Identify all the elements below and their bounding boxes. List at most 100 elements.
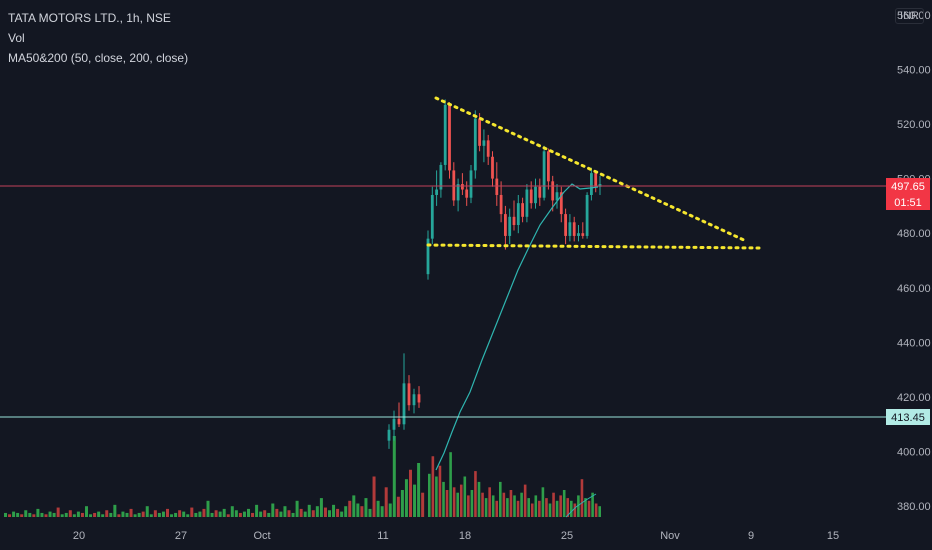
candle-body [387, 429, 391, 441]
volume-bar [263, 510, 267, 517]
candle-body [407, 383, 411, 406]
candle-body [521, 203, 524, 217]
volume-bar [368, 508, 372, 517]
candle-body [469, 170, 473, 198]
candle-body [439, 164, 443, 190]
candle-body [412, 394, 416, 406]
volume-bar [513, 495, 516, 517]
volume-bar [428, 473, 431, 517]
volume-bar [89, 514, 93, 517]
volume-bar [384, 487, 388, 517]
volume-bar [392, 436, 396, 517]
volume-bar [573, 503, 577, 517]
volume-bar [60, 514, 64, 517]
volume-bar [372, 476, 376, 517]
volume-bar [178, 510, 182, 517]
volume-bar [481, 492, 484, 517]
volume-bar [242, 511, 246, 517]
symbol-title[interactable]: TATA MOTORS LTD., 1h, NSE [8, 11, 171, 25]
candle-body [435, 189, 438, 195]
volume-bar [400, 490, 404, 517]
candle-body [499, 194, 503, 215]
volume-bar [76, 511, 80, 517]
volume-bar [438, 465, 442, 517]
candle-body [478, 118, 481, 146]
volume-bar [182, 511, 186, 517]
volume-bar [523, 484, 527, 517]
volume-bar [186, 514, 190, 517]
volume-bar [538, 500, 541, 517]
volume-bar [299, 508, 303, 517]
volume-bar [417, 463, 421, 517]
volume-bar [28, 512, 32, 517]
volume-bar [509, 490, 513, 517]
candle-body [465, 189, 469, 198]
candle-body [402, 383, 406, 425]
volume-bar [340, 511, 344, 517]
candle-body [594, 173, 598, 187]
volume-bar [484, 498, 488, 517]
x-tick-label: Nov [660, 530, 680, 542]
volume-bar [206, 500, 210, 517]
x-tick-label: 27 [175, 530, 187, 542]
candle-body [551, 181, 555, 201]
volume-bar [214, 510, 218, 517]
volume-bar [64, 512, 68, 517]
y-tick-label: 480.00 [897, 228, 931, 240]
volume-bar [452, 487, 456, 517]
volume-bar [303, 511, 307, 517]
volume-bar [598, 506, 601, 517]
currency-button[interactable]: INR [895, 8, 924, 24]
volume-bar [40, 512, 44, 517]
candle-body [448, 104, 451, 171]
candle-body [598, 184, 602, 187]
candle-body [559, 192, 563, 215]
volume-bar [24, 510, 28, 517]
volume-bar [435, 476, 438, 517]
volume-bar [218, 511, 222, 517]
volume-bar [153, 510, 157, 517]
volume-bar [190, 507, 194, 517]
volume-bar [170, 514, 174, 517]
volume-bar [283, 506, 287, 517]
volume-bars [4, 436, 601, 517]
y-tick-label: 540.00 [897, 64, 931, 76]
volume-bar [463, 476, 467, 517]
volume-bar [36, 508, 40, 517]
volume-bar [117, 514, 121, 517]
volume-bar [566, 498, 570, 517]
candle-body [585, 194, 589, 236]
volume-bar [516, 500, 520, 517]
y-tick-label: 400.00 [897, 447, 931, 459]
volume-bar [16, 512, 20, 517]
candle-body [504, 214, 507, 236]
volume-bar [157, 512, 161, 517]
volume-bar [247, 508, 250, 517]
candle-body [534, 186, 537, 204]
volume-bar [348, 500, 352, 517]
x-tick-label: 9 [748, 530, 754, 542]
volume-bar [125, 512, 129, 517]
volume-bar [12, 511, 16, 517]
volume-bar [267, 512, 271, 517]
volume-bar [360, 506, 364, 517]
y-tick-label: 440.00 [897, 337, 931, 349]
volume-bar [194, 512, 198, 517]
volume-bar [4, 512, 7, 517]
ma-indicator-label[interactable]: MA50&200 (50, close, 200, close) [8, 51, 189, 65]
volume-bar [101, 514, 105, 517]
volume-indicator-label[interactable]: Vol [8, 31, 25, 45]
volume-bar [409, 469, 412, 517]
volume-bar [364, 498, 368, 517]
volume-bar [141, 511, 145, 517]
y-tick-label: 420.00 [897, 392, 931, 404]
candle-body [430, 194, 434, 239]
candle-body [461, 184, 464, 190]
volume-bar [388, 503, 392, 517]
volume-bar [332, 504, 336, 517]
volume-bar [52, 512, 56, 517]
volume-bar [323, 507, 327, 517]
volume-bar [319, 498, 323, 517]
level-value: 413.45 [891, 412, 925, 424]
